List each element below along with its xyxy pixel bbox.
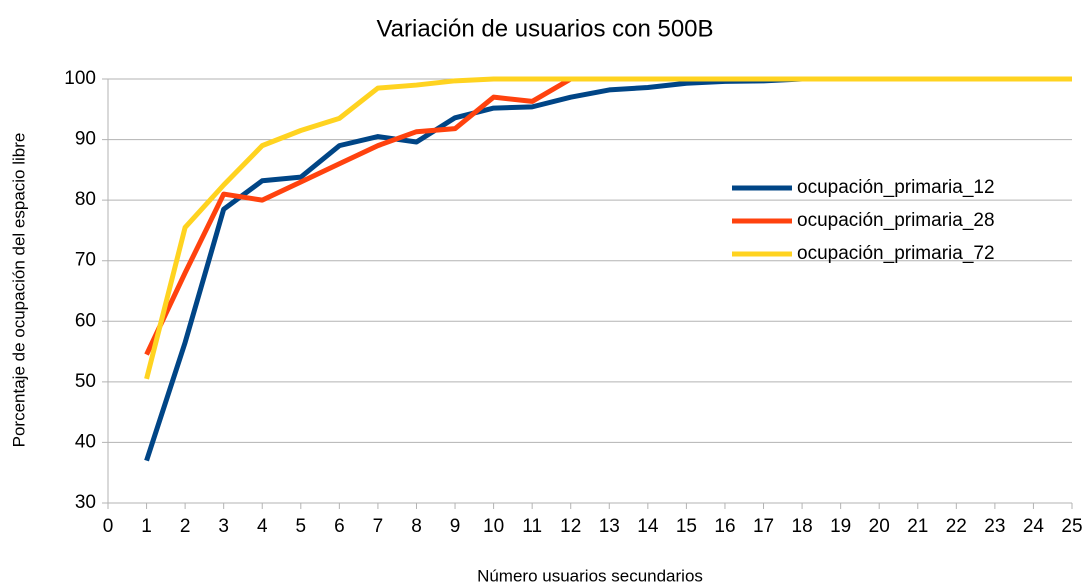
x-tick-label: 12 — [560, 516, 581, 537]
x-tick-label: 19 — [830, 516, 851, 537]
legend-label: ocupación_primaria_28 — [797, 210, 995, 231]
x-tick-label: 2 — [180, 516, 191, 537]
x-tick-label: 3 — [218, 516, 229, 537]
x-tick-label: 8 — [411, 516, 422, 537]
x-tick-label: 4 — [257, 516, 268, 537]
x-tick-label: 10 — [483, 516, 504, 537]
x-tick-label: 16 — [714, 516, 735, 537]
y-axis-label: Porcentaje de ocupación del espacio libr… — [9, 133, 28, 448]
x-tick-label: 21 — [907, 516, 928, 537]
x-tick-label: 25 — [1061, 516, 1082, 537]
y-tick-label: 50 — [75, 371, 96, 392]
x-tick-label: 0 — [103, 516, 114, 537]
legend-label: ocupación_primaria_12 — [797, 177, 995, 198]
chart-title: Variación de usuarios con 500B — [376, 15, 713, 42]
x-axis-label: Número usuarios secundarios — [477, 566, 703, 585]
series-line — [144, 76, 1072, 380]
x-tick-label: 13 — [599, 516, 620, 537]
y-tick-label: 90 — [75, 129, 96, 150]
x-tick-label: 1 — [141, 516, 152, 537]
legend-label: ocupación_primaria_72 — [797, 243, 995, 264]
x-tick-label: 17 — [753, 516, 774, 537]
y-tick-label: 70 — [75, 250, 96, 271]
x-tick-label: 22 — [946, 516, 967, 537]
y-tick-label: 80 — [75, 189, 96, 210]
x-tick-label: 9 — [450, 516, 461, 537]
x-tick-label: 23 — [984, 516, 1005, 537]
y-tick-label: 30 — [75, 492, 96, 513]
y-tick-label: 100 — [64, 68, 96, 89]
y-tick-label: 40 — [75, 431, 96, 452]
x-tick-label: 5 — [296, 516, 307, 537]
y-tick-label: 60 — [75, 310, 96, 331]
x-tick-label: 18 — [792, 516, 813, 537]
x-tick-label: 14 — [637, 516, 659, 537]
x-tick-label: 15 — [676, 516, 697, 537]
x-tick-label: 24 — [1023, 516, 1045, 537]
x-tick-label: 11 — [522, 516, 542, 537]
x-tick-label: 7 — [373, 516, 384, 537]
x-tick-label: 20 — [869, 516, 890, 537]
x-tick-label: 6 — [334, 516, 345, 537]
